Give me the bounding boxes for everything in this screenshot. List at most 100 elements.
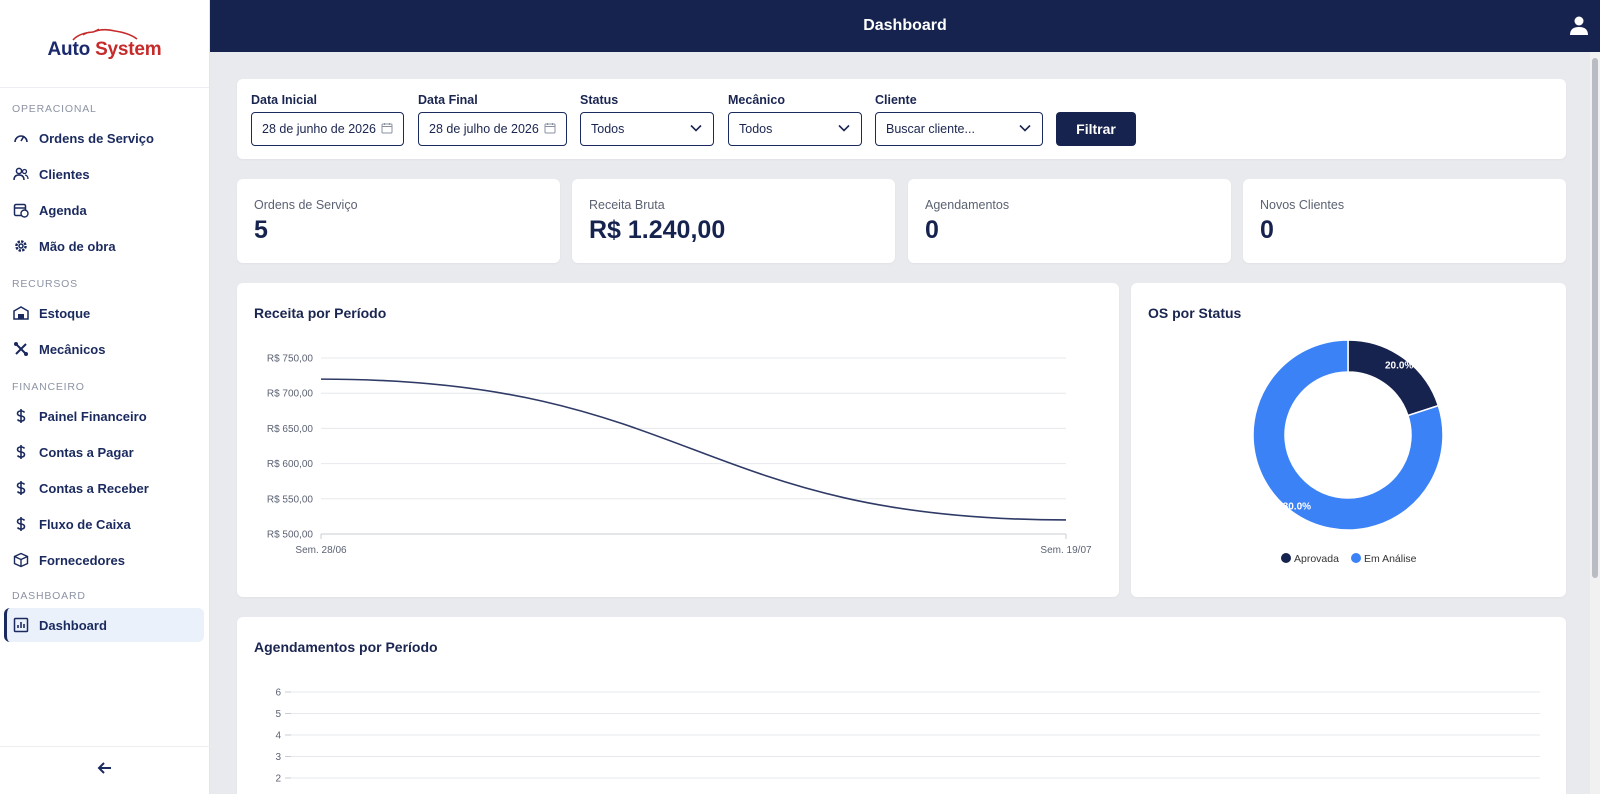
gear-icon	[12, 237, 30, 255]
kpi-card-agendamentos: Agendamentos 0	[908, 179, 1231, 263]
dollar-icon	[12, 407, 30, 425]
status-label: Status	[580, 93, 619, 107]
pie-slice	[1347, 339, 1440, 417]
series-line	[320, 378, 1067, 521]
sidebar-item-label: Dashboard	[39, 617, 107, 633]
car-logo-icon	[71, 28, 137, 41]
y-tick-label: 3	[275, 752, 281, 763]
sidebar-item-label: Fluxo de Caixa	[39, 516, 131, 532]
end-date-label: Data Final	[418, 93, 478, 107]
status-donut-chart: 20.0% 80.0% Aprovada Em Análise	[1252, 339, 1444, 565]
kpi-card-receita: Receita Bruta R$ 1.240,00	[572, 179, 895, 263]
kpi-label: Ordens de Serviço	[254, 198, 358, 212]
status-select[interactable]: Todos	[580, 112, 714, 146]
kpi-value: 0	[925, 216, 939, 244]
tools-icon	[12, 340, 30, 358]
end-date-field[interactable]: 28 de julho de 2026	[418, 112, 567, 146]
client-placeholder: Buscar cliente...	[886, 122, 975, 136]
appointments-chart-card: Agendamentos por Período 6 5 4 3 2	[237, 617, 1566, 794]
sidebar-item-contas-a-receber[interactable]: Contas a Receber	[4, 471, 204, 505]
start-date-field[interactable]: 28 de junho de 2026	[251, 112, 404, 146]
slice-label: 80.0%	[1283, 501, 1311, 512]
sidebar-item-label: Mão de obra	[39, 238, 116, 254]
kpi-card-ordens: Ordens de Serviço 5	[237, 179, 560, 263]
sidebar-item-agenda[interactable]: Agenda	[4, 193, 204, 227]
end-date-value: 28 de julho de 2026	[429, 122, 539, 136]
chevron-down-icon	[837, 122, 851, 136]
mechanic-label: Mecânico	[728, 93, 785, 107]
sidebar-item-mecanicos[interactable]: Mecânicos	[4, 332, 204, 366]
pie-slice	[1252, 339, 1444, 531]
section-title-operacional: OPERACIONAL	[12, 103, 97, 115]
chevron-down-icon	[689, 122, 703, 136]
calendar-clock-icon	[12, 201, 30, 219]
users-icon	[12, 165, 30, 183]
calendar-icon	[544, 122, 556, 137]
sidebar-item-painel-financeiro[interactable]: Painel Financeiro	[4, 399, 204, 433]
sidebar-item-label: Fornecedores	[39, 552, 125, 568]
y-tick-label: 4	[275, 731, 281, 742]
scrollbar-thumb[interactable]	[1592, 58, 1598, 578]
sidebar-item-label: Agenda	[39, 202, 87, 218]
section-title-financeiro: FINANCEIRO	[12, 381, 85, 393]
mechanic-select[interactable]: Todos	[728, 112, 862, 146]
appointments-bar-chart: 6 5 4 3 2	[275, 688, 1540, 785]
sidebar-item-contas-a-pagar[interactable]: Contas a Pagar	[4, 435, 204, 469]
app-logo[interactable]: Auto System	[0, 0, 209, 88]
legend-label: Aprovada	[1294, 553, 1339, 565]
y-tick-label: R$ 700,00	[267, 389, 314, 400]
legend-swatch	[1351, 553, 1361, 563]
sidebar-item-dashboard[interactable]: Dashboard	[4, 608, 204, 642]
sidebar-item-label: Ordens de Serviço	[39, 130, 154, 146]
dollar-icon	[12, 443, 30, 461]
logo-text-auto: Auto	[47, 38, 91, 60]
bar-chart-icon	[12, 616, 30, 634]
chevron-down-icon	[1018, 122, 1032, 136]
start-date-label: Data Inicial	[251, 93, 317, 107]
x-tick-label: Sem. 28/06	[295, 545, 347, 556]
sidebar-footer	[0, 746, 210, 794]
y-tick-label: R$ 550,00	[267, 494, 314, 505]
filter-button[interactable]: Filtrar	[1056, 112, 1136, 146]
kpi-label: Receita Bruta	[589, 198, 665, 212]
legend-swatch	[1281, 553, 1291, 563]
user-icon[interactable]	[1568, 14, 1590, 41]
logo-text-system: System	[95, 38, 162, 60]
filters-panel: Data Inicial 28 de junho de 2026 Data Fi…	[237, 79, 1566, 159]
sidebar-item-fornecedores[interactable]: Fornecedores	[4, 543, 204, 577]
sidebar-item-fluxo-de-caixa[interactable]: Fluxo de Caixa	[4, 507, 204, 541]
sidebar-item-label: Contas a Receber	[39, 480, 149, 496]
kpi-value: 0	[1260, 216, 1274, 244]
slice-label: 20.0%	[1385, 361, 1413, 372]
sidebar: Auto System OPERACIONAL Ordens de Serviç…	[0, 0, 210, 794]
section-title-recursos: RECURSOS	[12, 278, 78, 290]
sidebar-item-label: Contas a Pagar	[39, 444, 134, 460]
sidebar-item-label: Clientes	[39, 166, 90, 182]
revenue-line-chart: R$ 750,00 R$ 700,00 R$ 650,00 R$ 600,00 R$ 5…	[267, 354, 1092, 557]
x-tick-label: Sem. 19/07	[1040, 545, 1092, 556]
sidebar-item-ordens-de-servico[interactable]: Ordens de Serviço	[4, 121, 204, 155]
top-bar: Dashboard	[210, 0, 1600, 52]
sidebar-item-mao-de-obra[interactable]: Mão de obra	[4, 229, 204, 263]
y-tick-label: R$ 750,00	[267, 354, 314, 365]
client-search-select[interactable]: Buscar cliente...	[875, 112, 1043, 146]
page-title: Dashboard	[863, 17, 947, 34]
legend-label: Em Análise	[1364, 553, 1417, 565]
y-tick-label: R$ 600,00	[267, 459, 314, 470]
calendar-icon	[381, 122, 393, 137]
arrow-left-icon[interactable]	[96, 759, 114, 782]
sidebar-item-clientes[interactable]: Clientes	[4, 157, 204, 191]
scrollbar[interactable]	[1590, 52, 1600, 794]
mechanic-value: Todos	[739, 122, 773, 136]
appointments-chart-title: Agendamentos por Período	[254, 639, 438, 655]
kpi-value: 5	[254, 216, 268, 244]
sidebar-item-estoque[interactable]: Estoque	[4, 296, 204, 330]
box-icon	[12, 551, 30, 569]
section-title-dashboard: DASHBOARD	[12, 590, 86, 602]
revenue-chart-card: Receita por Período R$ 750,00 R$ 700,00 R$…	[237, 283, 1119, 597]
y-tick-label: 5	[275, 709, 281, 720]
sidebar-item-label: Mecânicos	[39, 341, 106, 357]
revenue-chart-title: Receita por Período	[254, 305, 387, 321]
kpi-value: R$ 1.240,00	[589, 216, 726, 244]
gauge-icon	[12, 129, 30, 147]
